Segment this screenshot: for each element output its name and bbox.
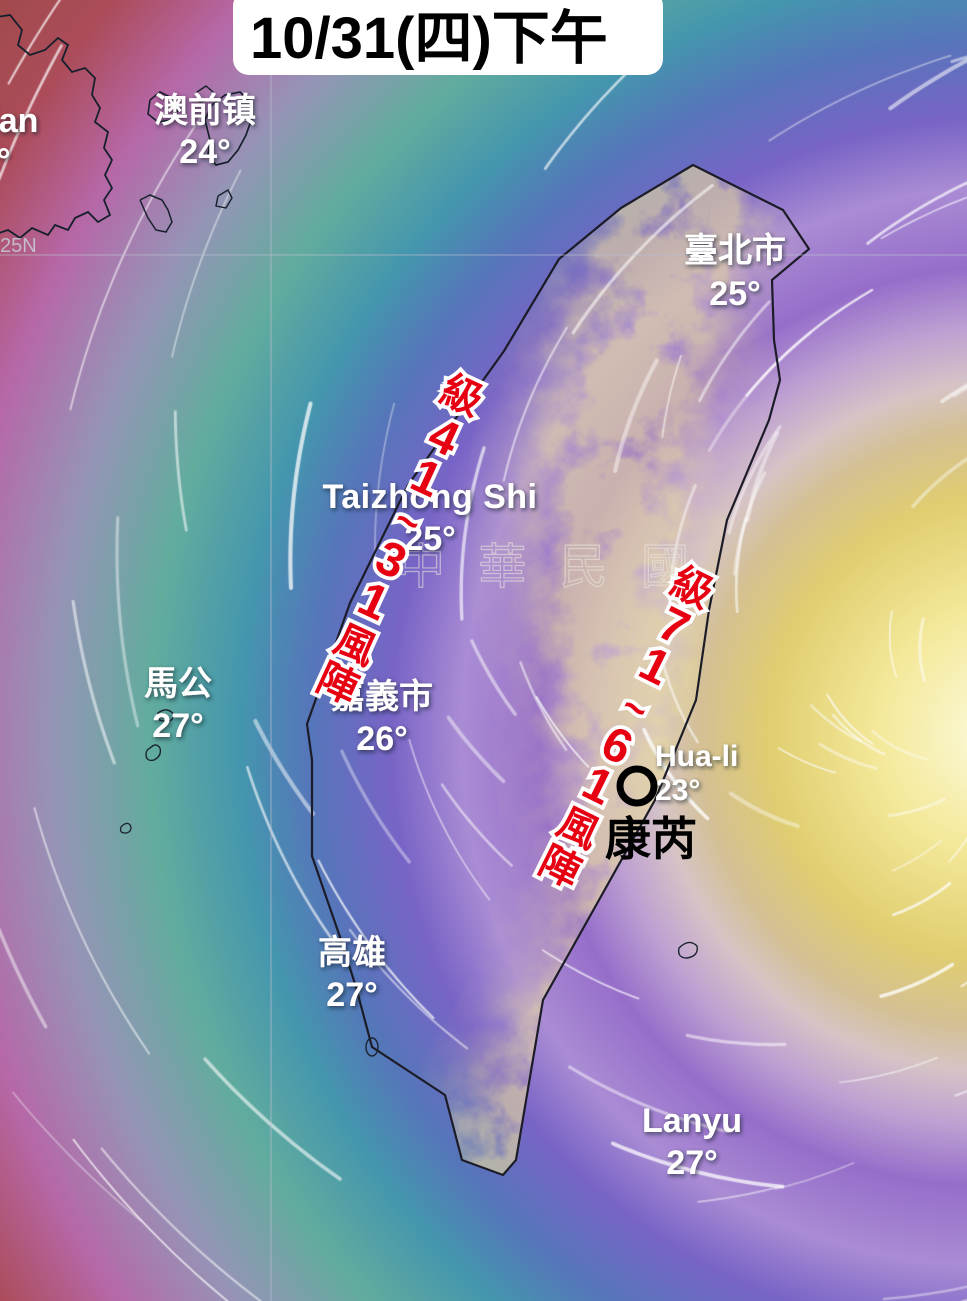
svg-text:27°: 27° (152, 707, 203, 745)
svg-text:25N: 25N (0, 235, 37, 257)
svg-text:23°: 23° (655, 774, 700, 807)
svg-text:4°: 4° (0, 142, 11, 180)
svg-text:26°: 26° (356, 720, 407, 758)
svg-text:10/31(四)下午: 10/31(四)下午 (250, 6, 608, 71)
svg-text:高雄: 高雄 (318, 934, 386, 972)
svg-text:25°: 25° (709, 275, 760, 313)
svg-text:24°: 24° (179, 133, 230, 171)
svg-text:馬公: 馬公 (144, 665, 212, 703)
svg-text:27°: 27° (666, 1144, 717, 1182)
svg-text:康芮: 康芮 (605, 813, 697, 865)
svg-text:澳前镇: 澳前镇 (154, 92, 256, 130)
svg-text:臺北市: 臺北市 (684, 231, 786, 270)
svg-text:27°: 27° (326, 976, 377, 1014)
svg-text:Lanyu: Lanyu (642, 1102, 742, 1140)
svg-text:Hua-li: Hua-li (655, 740, 738, 773)
svg-text:tian: tian (0, 102, 38, 140)
